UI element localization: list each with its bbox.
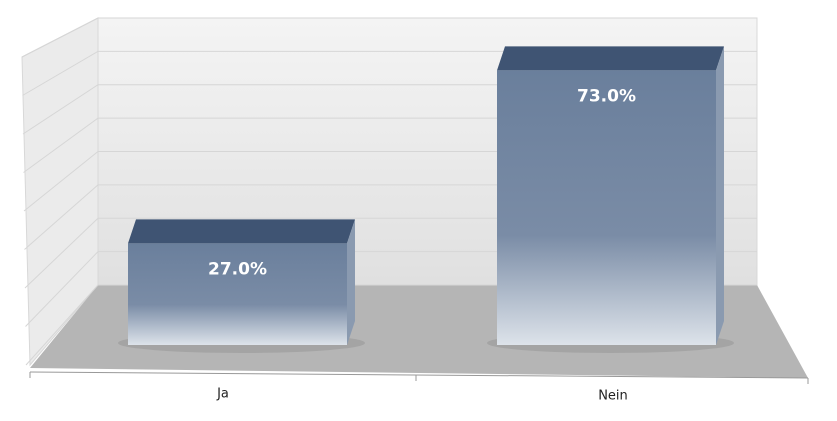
x-tick-label: Nein bbox=[598, 389, 628, 404]
bar-side bbox=[347, 219, 355, 345]
bar bbox=[128, 243, 347, 345]
x-axis bbox=[29, 371, 809, 379]
grid-line bbox=[21, 17, 757, 58]
bar-top bbox=[497, 46, 724, 71]
bar-top bbox=[128, 219, 355, 244]
x-tick-label: Ja bbox=[216, 387, 229, 402]
bar-side bbox=[716, 46, 724, 346]
bar bbox=[497, 70, 716, 346]
value-label: 27.0% bbox=[208, 259, 267, 279]
value-label: 73.0% bbox=[577, 86, 636, 106]
